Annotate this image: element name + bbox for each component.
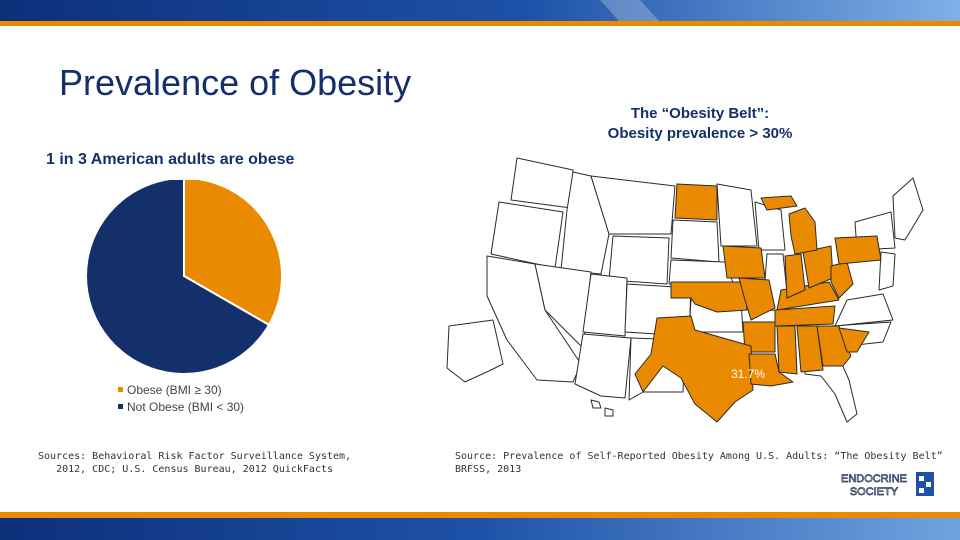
state-ar [742,321,776,353]
pie-subtitle: 1 in 3 American adults are obese [46,151,295,168]
map-title: The “Obesity Belt”: Obesity prevalence >… [540,104,860,144]
us-obesity-map: 31.7% [446,157,924,423]
source-right-line2: BRFSS, 2013 [455,464,522,475]
state-ia [722,245,766,279]
logo-line1: ENDOCRINE [841,473,907,485]
source-right: Source: Prevalence of Self-Reported Obes… [455,450,943,476]
state-wy [608,235,670,285]
legend-item-obese: Obese (BMI ≥ 30) [118,381,244,398]
obesity-pie-chart [85,180,283,375]
state-in [784,253,806,299]
state-mn [716,183,758,247]
source-right-line1: Source: Prevalence of Self-Reported Obes… [455,451,943,462]
state-pa [834,235,882,265]
map-value-label: 31.7% [731,367,765,381]
state-tx [634,315,754,423]
state-hi [590,399,602,409]
state-mo [738,277,776,321]
state-tn [774,305,836,327]
legend-swatch-not-obese [118,404,123,409]
logo-line2: SOCIETY [850,486,899,498]
legend-label-not-obese: Not Obese (BMI < 30) [127,399,245,414]
state-la [748,353,794,387]
state-az [574,333,632,399]
state-al [796,325,824,373]
state-nd [674,183,718,221]
source-left: Sources: Behavioral Risk Factor Surveill… [38,450,351,476]
endocrine-society-logo: ENDOCRINE SOCIETY [841,472,934,498]
state-ut [582,273,628,337]
legend-swatch-obese [118,387,123,392]
source-left-line2: 2012, CDC; U.S. Census Bureau, 2012 Quic… [56,464,334,475]
map-title-line2: Obesity prevalence > 30% [607,125,793,142]
pie-slice-obese [183,180,283,327]
page-title: Prevalence of Obesity [59,62,412,103]
state-sd [670,219,720,263]
pie-legend: Obese (BMI ≥ 30) Not Obese (BMI < 30) [118,381,244,415]
state-va [834,293,894,327]
state-mi [788,207,818,255]
source-left-line1: Sources: Behavioral Risk Factor Surveill… [38,451,352,462]
state-wa [510,157,574,209]
legend-label-obese: Obese (BMI ≥ 30) [127,382,222,397]
legend-item-not-obese: Not Obese (BMI < 30) [118,398,244,415]
state-ms [776,325,798,375]
state-hi-2 [604,407,614,417]
state-mi-upper [760,195,798,211]
bottom-banner [0,512,960,540]
map-title-line1: The “Obesity Belt”: [630,105,770,122]
state-mt [590,175,676,235]
top-banner [0,0,960,26]
state-sc [838,327,870,353]
state-fl [804,361,858,423]
state-nj-md [878,251,896,291]
pie-slice-not-obese [85,180,271,375]
state-ak [446,319,504,383]
state-new-england [892,177,924,241]
